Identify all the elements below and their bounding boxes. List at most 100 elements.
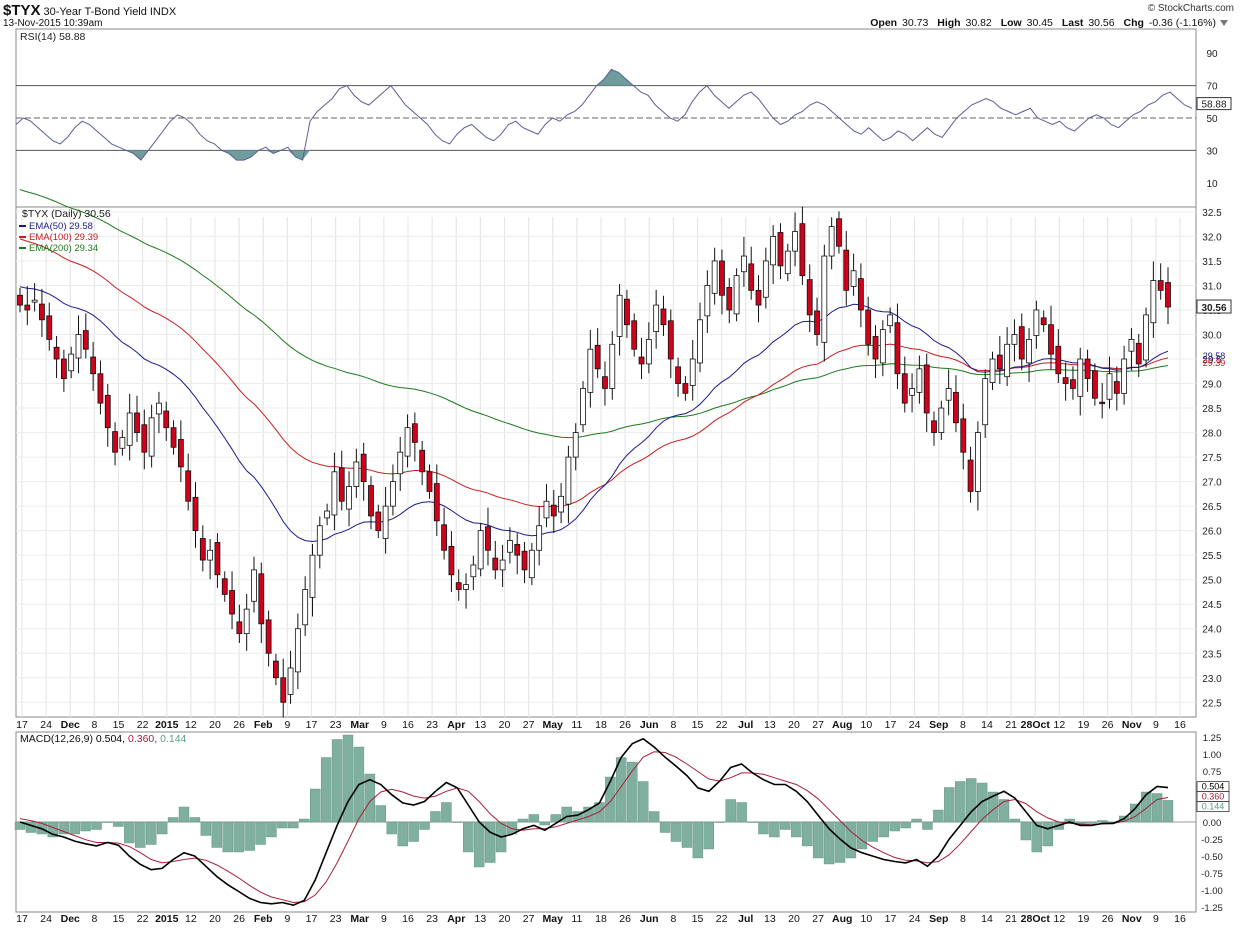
histogram-bar: [430, 811, 441, 823]
histogram-bar: [277, 821, 288, 829]
candle-body: [17, 294, 23, 306]
x-tick-label-price: 8: [91, 719, 97, 731]
x-tick-label-price: 11: [571, 719, 582, 731]
price-y-tick-label: 24.5: [1202, 600, 1222, 611]
candle-body: [989, 358, 996, 383]
histogram-bar: [747, 821, 758, 823]
x-tick-label-macd: 16: [402, 913, 414, 925]
x-tick-label-price: 15: [692, 719, 704, 731]
candles-group: [17, 206, 1171, 718]
price-y-tick-label: 26.5: [1202, 502, 1222, 513]
candle-body: [31, 299, 38, 303]
x-tick-label-macd: May: [543, 913, 564, 925]
quote-summary: Open 30.73 High 30.82 Low 30.45 Last 30.…: [864, 17, 1228, 29]
histogram-bar: [933, 809, 944, 823]
x-tick-label-price: Nov: [1122, 719, 1142, 731]
candle-body: [909, 388, 915, 396]
candle-body: [1018, 326, 1025, 360]
x-tick-label-macd: 24: [40, 913, 52, 925]
histogram-bar: [310, 788, 321, 823]
chg-value: -0.36 (-1.16%): [1148, 17, 1216, 29]
x-tick-label-macd: 23: [330, 913, 342, 925]
price-y-tick-label: 32.0: [1202, 232, 1222, 243]
x-tick-label-price: Dec: [61, 719, 80, 731]
histogram-bar: [386, 821, 397, 835]
chevron-down-icon[interactable]: [1220, 20, 1228, 27]
price-y-tick-label: 30.0: [1202, 331, 1222, 342]
candle-body: [104, 394, 111, 429]
rsi-value-label: 58.88: [1201, 100, 1226, 111]
histogram-bar: [113, 821, 124, 827]
candle-body: [463, 584, 469, 590]
histogram-bar: [561, 806, 572, 823]
price-y-tick-label: 23.0: [1202, 674, 1222, 685]
candle-body: [1004, 343, 1011, 378]
x-tick-label-price: 15: [113, 719, 125, 731]
macd-y-tick-label: 0.75: [1203, 767, 1222, 778]
legend-entry: EMA(200) 29.34: [29, 243, 98, 254]
candle-body: [1011, 334, 1018, 345]
x-tick-label-price: 18: [595, 719, 607, 731]
ema50-line: [19, 286, 1169, 543]
candle-body: [762, 260, 769, 298]
candle-body: [879, 329, 886, 364]
candle-body: [324, 510, 331, 519]
candle-body: [243, 608, 250, 635]
ema-value-label: 29.39: [1203, 358, 1226, 368]
x-tick-label-price: Jun: [640, 719, 659, 731]
x-tick-label-macd: 28Oct: [1021, 913, 1051, 925]
high-label: High: [937, 17, 961, 29]
candle-body: [185, 470, 192, 502]
x-tick-label-macd: Feb: [254, 913, 273, 925]
candle-body: [485, 526, 491, 551]
histogram-bar: [1129, 803, 1141, 823]
candle-body: [433, 483, 440, 522]
candle-body: [39, 303, 45, 321]
candle-body: [938, 407, 945, 433]
ema100-line: [19, 238, 1169, 508]
candle-body: [338, 467, 345, 502]
x-tick-label-price: 20: [209, 719, 221, 731]
histogram-bar: [802, 821, 813, 847]
macd-y-tick-label: -0.75: [1201, 869, 1223, 880]
chart-header: $TYX 30-Year T-Bond Yield INDX 13-Nov-2015…: [0, 0, 1240, 30]
candle-body: [1143, 314, 1149, 361]
candle-body: [382, 505, 389, 539]
candle-body: [353, 461, 360, 487]
legend-entry: EMA(50) 29.58: [29, 221, 93, 232]
histogram-bar: [627, 761, 638, 823]
candle-body: [1062, 377, 1069, 384]
histogram-bar: [419, 821, 430, 830]
rsi-title: RSI(14) 58.88: [20, 31, 86, 43]
histogram-bar: [1151, 793, 1163, 823]
macd-y-tick-label: 0.00: [1203, 818, 1222, 829]
macd-histogram: [14, 734, 1174, 868]
price-y-tick-label: 26.0: [1202, 527, 1222, 538]
last-value: 30.56: [1088, 17, 1115, 29]
candle-body: [134, 412, 140, 433]
x-tick-label-price: 17: [885, 719, 897, 731]
rsi-y-tick-label: 30: [1206, 146, 1218, 157]
x-tick-label-price: 20: [788, 719, 800, 731]
histogram-bar: [484, 821, 496, 863]
x-tick-label-price: 9: [284, 719, 290, 731]
candle-body: [346, 486, 352, 510]
x-tick-label-price: 2015: [155, 719, 179, 731]
x-tick-label-price: 13: [764, 719, 776, 731]
x-tick-label-price: 24: [40, 719, 52, 731]
x-tick-label-macd: Nov: [1122, 913, 1142, 925]
x-tick-label-macd: 14: [981, 913, 993, 925]
candle-body: [865, 309, 872, 345]
x-tick-label-macd: 26: [1102, 913, 1114, 925]
candle-body: [82, 330, 89, 350]
macd-value-box: [1196, 801, 1230, 813]
histogram-bar: [1162, 800, 1174, 823]
candle-body: [177, 439, 184, 468]
candle-body: [368, 485, 374, 517]
candle-body: [1128, 339, 1135, 352]
histogram-bar: [91, 821, 102, 830]
candle-body: [1135, 342, 1142, 365]
candle-body: [419, 449, 426, 473]
candle-body: [294, 628, 301, 673]
candle-body: [251, 569, 257, 602]
